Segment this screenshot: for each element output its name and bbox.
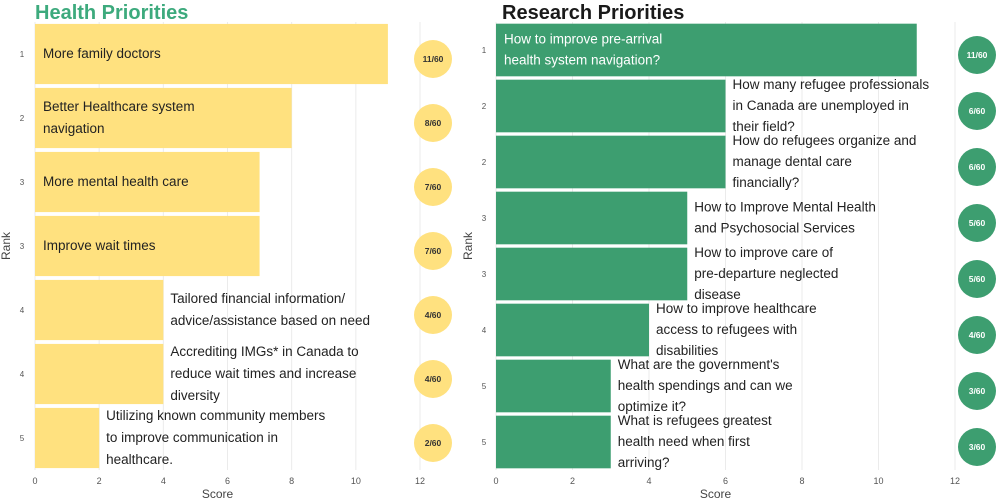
bar-label: More family doctors [43, 46, 161, 61]
rank-label: 1 [482, 46, 487, 55]
score-badge-label: 8/60 [425, 118, 442, 128]
bar [496, 359, 611, 413]
bar-label: What is refugees greatest health need whe… [618, 413, 772, 470]
bar-label: What are the government's health spending… [618, 357, 793, 414]
bar [35, 343, 164, 405]
bar-label: How to improve healthcare access to refug… [656, 301, 817, 358]
x-tick-label: 8 [289, 476, 294, 486]
research-priorities-chart: Research Priorities Rank 0 2 4 6 8 10 12 Score 1 Ho… [461, 2, 996, 500]
rank-label: 2 [482, 102, 487, 111]
score-badge-label: 7/60 [425, 182, 442, 192]
bar-label: How to Improve Mental Health and Psychoso… [694, 200, 876, 236]
score-badge-label: 3/60 [969, 442, 986, 452]
bar [496, 247, 688, 301]
score-badge-label: 6/60 [969, 106, 986, 116]
rank-label: 2 [20, 114, 25, 123]
score-badge [414, 296, 452, 334]
rank-label: 3 [482, 270, 487, 279]
score-badge [958, 260, 996, 298]
y-axis-label: Rank [461, 231, 475, 260]
score-badge-label: 2/60 [425, 438, 442, 448]
score-badge [414, 424, 452, 462]
score-badge [958, 316, 996, 354]
bar [35, 407, 100, 469]
score-badge-label: 11/60 [423, 54, 444, 64]
bar-label: Better Healthcare system navigation [43, 99, 195, 136]
score-badge-label: 4/60 [425, 310, 442, 320]
score-badge [958, 36, 996, 74]
score-badge [414, 360, 452, 398]
x-tick-label: 0 [32, 476, 37, 486]
rank-label: 5 [482, 382, 487, 391]
chart-title: Research Priorities [502, 2, 684, 24]
y-axis-label: Rank [0, 231, 13, 260]
score-badge-label: 11/60 [967, 50, 988, 60]
score-badge-label: 7/60 [425, 246, 442, 256]
rank-label: 2 [482, 158, 487, 167]
score-badge-label: 6/60 [969, 162, 986, 172]
x-tick-label: 2 [570, 476, 575, 486]
rank-label: 4 [20, 306, 25, 315]
score-badge [414, 232, 452, 270]
bar [496, 135, 726, 189]
bar-label: How do refugees organize and manage denta… [733, 133, 917, 190]
x-tick-label: 12 [950, 476, 960, 486]
rank-label: 5 [20, 434, 25, 443]
score-badge [958, 428, 996, 466]
rank-label: 1 [20, 50, 25, 59]
rank-label: 3 [20, 178, 25, 187]
score-badge-label: 4/60 [425, 374, 442, 384]
rank-label: 4 [482, 326, 487, 335]
score-badge-label: 5/60 [969, 274, 986, 284]
bar-label: More mental health care [43, 174, 189, 189]
score-badge [414, 40, 452, 78]
bar [35, 215, 260, 277]
score-badge [958, 148, 996, 186]
score-badge-label: 5/60 [969, 218, 986, 228]
bar [496, 23, 917, 77]
bar-label: Improve wait times [43, 238, 156, 253]
bar-label: Accrediting IMGs* in Canada to reduce wai… [170, 344, 358, 403]
rank-label: 4 [20, 370, 25, 379]
x-axis-label: Score [202, 487, 234, 500]
x-tick-label: 6 [225, 476, 230, 486]
bar-label: How to improve pre-arrival health system … [504, 32, 662, 68]
x-tick-label: 6 [723, 476, 728, 486]
x-tick-label: 4 [161, 476, 166, 486]
score-badge [414, 104, 452, 142]
x-axis-label: Score [700, 487, 732, 500]
bar [35, 23, 388, 85]
bar [35, 279, 164, 341]
score-badge-label: 3/60 [969, 386, 986, 396]
bar [496, 79, 726, 133]
rank-label: 3 [482, 214, 487, 223]
x-tick-label: 12 [415, 476, 425, 486]
rank-label: 5 [482, 438, 487, 447]
bar-label: Tailored financial information/advice/as… [170, 291, 370, 328]
x-tick-label: 10 [873, 476, 883, 486]
score-badge [958, 204, 996, 242]
x-tick-label: 10 [351, 476, 361, 486]
x-tick-label: 4 [646, 476, 651, 486]
bar-label: How to improve care of pre-departure negl… [694, 245, 838, 302]
bar [35, 87, 292, 149]
score-badge [958, 372, 996, 410]
bar [496, 415, 611, 469]
bar-label: How many refugee professionals in Canada … [733, 77, 930, 134]
x-tick-label: 2 [97, 476, 102, 486]
bar [35, 151, 260, 213]
score-badge [958, 92, 996, 130]
x-tick-label: 0 [493, 476, 498, 486]
score-badge-label: 4/60 [969, 330, 986, 340]
x-tick-label: 8 [799, 476, 804, 486]
bar [496, 303, 649, 357]
score-badge [414, 168, 452, 206]
bar [496, 191, 688, 245]
chart-title: Health Priorities [35, 2, 188, 24]
bar-label: Utilizing known community members to impr… [106, 408, 325, 467]
rank-label: 3 [20, 242, 25, 251]
health-priorities-chart: Health Priorities Rank 0 2 4 6 8 10 12 Score 1 More… [0, 2, 452, 500]
